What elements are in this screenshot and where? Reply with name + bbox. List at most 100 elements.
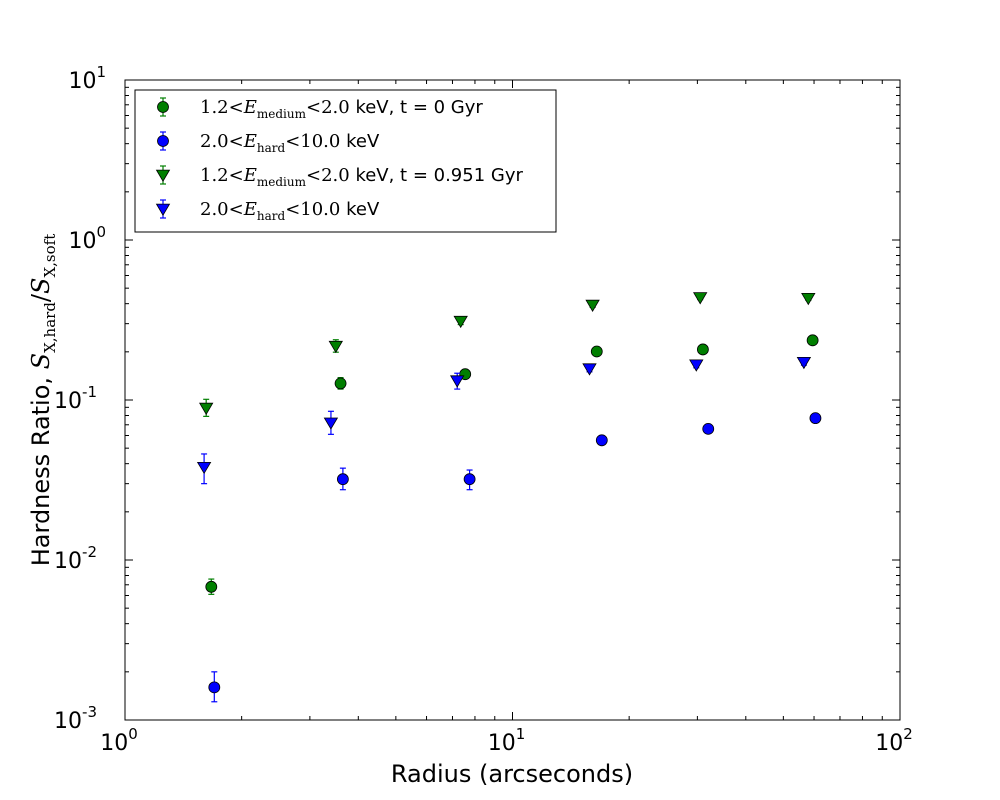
y-tick-label-exponent: -2: [82, 543, 97, 561]
x-tick-label-exponent: 1: [516, 725, 526, 743]
legend-label-symbol: E: [243, 199, 257, 220]
legend-label-subscript: hard: [257, 209, 286, 223]
legend-marker: [155, 203, 171, 216]
y-axis-title-symbol-1: S: [27, 353, 55, 369]
x-tick-label-base: 10: [100, 731, 128, 756]
data-point: [463, 473, 476, 486]
y-tick-label-exponent: -1: [82, 383, 97, 401]
legend-label-lt: <: [285, 131, 300, 152]
legend-label-lower-bound: 1.2: [200, 165, 229, 186]
legend-label-lower-bound: 2.0: [200, 131, 229, 152]
legend-label-upper-bound: 10.0: [300, 199, 340, 220]
legend-label-rest: keV, t = 0 Gyr: [350, 97, 484, 118]
legend-label-lower-bound: 1.2: [200, 97, 229, 118]
legend-label-subscript: hard: [257, 141, 286, 155]
legend-label-symbol: E: [243, 165, 257, 186]
legend-marker: [155, 169, 171, 182]
legend-label: 1.2<Emedium<2.0 keV, t = 0.951 Gyr: [200, 165, 523, 189]
legend-label: 1.2<Emedium<2.0 keV, t = 0 Gyr: [200, 97, 483, 121]
y-axis-title: Hardness Ratio, SX,hard/SX,soft: [27, 234, 59, 567]
data-point: [196, 461, 212, 475]
x-tick-label: 101: [488, 725, 526, 756]
y-tick-label-base: 10: [54, 389, 82, 414]
data-point: [328, 340, 344, 354]
y-tick-label: 10-3: [54, 703, 97, 734]
legend-label-upper-bound: 2.0: [321, 165, 350, 186]
series-3: [199, 292, 816, 417]
legend-label-lt: <: [229, 165, 244, 186]
legend-label-lt: <: [306, 165, 321, 186]
chart-marks: [196, 292, 822, 703]
legend-label-rest: keV: [340, 131, 380, 152]
legend-marker: [157, 135, 169, 147]
data-point: [453, 315, 468, 329]
legend-label-lt: <: [285, 199, 300, 220]
legend-label-symbol: E: [243, 97, 257, 118]
x-axis-title: Radius (arcseconds): [391, 760, 633, 788]
y-tick-label-exponent: -3: [82, 703, 97, 721]
legend-label-symbol: E: [243, 131, 257, 152]
data-point: [336, 473, 349, 486]
y-axis-title-slash: /: [27, 293, 55, 302]
data-point: [205, 580, 218, 593]
legend-label-rest: keV: [340, 199, 380, 220]
data-point: [689, 359, 704, 372]
y-tick-label-base: 10: [68, 229, 96, 254]
y-tick-label-base: 10: [54, 709, 82, 734]
series-4: [196, 356, 812, 485]
legend-label: 2.0<Ehard<10.0 keV: [200, 199, 380, 223]
y-axis-title-subscript-1: X,hard: [41, 302, 59, 353]
x-tick-label-exponent: 2: [903, 725, 913, 743]
y-tick-label: 101: [68, 63, 106, 94]
legend-label-subscript: medium: [257, 107, 307, 121]
legend-label-lt: <: [229, 131, 244, 152]
legend-entry: 1.2<Emedium<2.0 keV, t = 0 Gyr: [157, 97, 483, 121]
y-tick-label: 10-2: [54, 543, 97, 574]
legend-marker: [157, 101, 169, 113]
data-point: [582, 363, 597, 376]
x-tick-label-base: 10: [875, 731, 903, 756]
y-tick-label-base: 10: [68, 69, 96, 94]
data-point: [697, 343, 709, 356]
legend-label-lower-bound: 2.0: [200, 199, 229, 220]
data-point: [590, 345, 603, 358]
legend-label-subscript: medium: [257, 175, 307, 189]
legend-entry: 2.0<Ehard<10.0 keV: [155, 199, 380, 223]
data-point: [801, 292, 816, 306]
x-tick-label: 102: [875, 725, 913, 756]
data-point: [323, 417, 339, 430]
data-point: [809, 412, 822, 425]
y-tick-label: 10-1: [54, 383, 97, 414]
data-point: [199, 402, 214, 416]
x-tick-label: 100: [100, 725, 138, 756]
legend-frame: [134, 89, 557, 233]
y-tick-label-exponent: 0: [96, 223, 106, 241]
y-tick-label-base: 10: [54, 549, 82, 574]
data-point: [702, 422, 715, 435]
y-axis-title-prefix: Hardness Ratio,: [27, 369, 55, 566]
legend-label-upper-bound: 2.0: [321, 97, 350, 118]
data-point: [334, 377, 347, 390]
data-point: [806, 334, 819, 347]
legend-label-rest: keV, t = 0.951 Gyr: [350, 165, 524, 186]
data-point: [796, 356, 812, 370]
data-point: [585, 299, 600, 312]
legend-label-lt: <: [229, 97, 244, 118]
data-point: [450, 375, 465, 388]
legend-label-upper-bound: 10.0: [300, 131, 340, 152]
series-2: [208, 412, 822, 703]
legend-entry: 1.2<Emedium<2.0 keV, t = 0.951 Gyr: [155, 165, 523, 189]
series-1: [205, 334, 819, 595]
legend-label-lt: <: [306, 97, 321, 118]
legend-label-lt: <: [229, 199, 244, 220]
y-tick-label: 100: [68, 223, 106, 254]
x-tick-label-base: 10: [488, 731, 516, 756]
y-axis-title-subscript-2: X,soft: [41, 234, 59, 278]
y-tick-label-exponent: 1: [96, 63, 106, 81]
x-tick-label-exponent: 0: [128, 725, 138, 743]
legend-label: 2.0<Ehard<10.0 keV: [200, 131, 380, 155]
axis-ticks: [124, 79, 901, 721]
data-point: [595, 434, 608, 447]
